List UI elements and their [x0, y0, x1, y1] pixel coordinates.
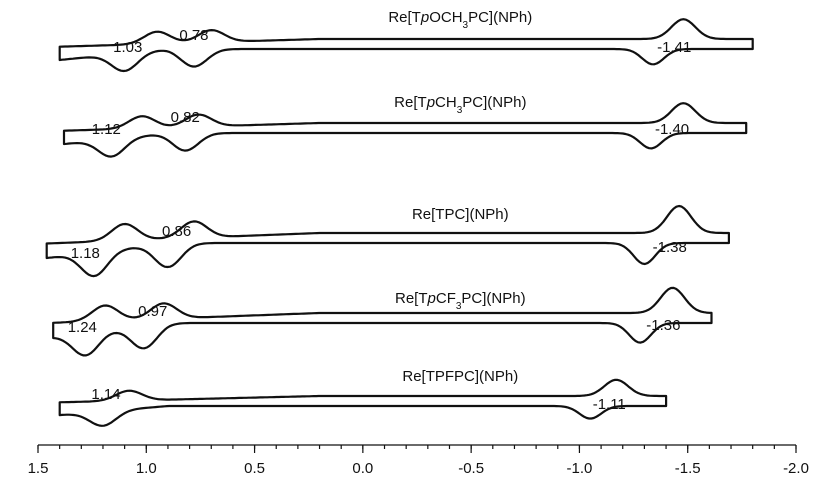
x-tick-label: -2.0: [783, 460, 809, 477]
series-title: Re[TpCF3PC](NPh): [395, 290, 526, 312]
peak-label: 0.78: [179, 27, 208, 44]
series-curve: [52, 286, 713, 357]
peak-label: -1.36: [646, 317, 680, 334]
peak-label: -1.38: [653, 239, 687, 256]
peak-label: 1.14: [91, 386, 120, 403]
x-axis: 1.5 1.0 0.5 0.0 -0.5 -1.0 -1.5 -2.0: [28, 444, 809, 477]
peak-label: 1.24: [68, 319, 97, 336]
peak-label: 0.97: [138, 303, 167, 320]
x-tick-label: 1.5: [28, 460, 49, 477]
series-title: Re[TPFPC](NPh): [402, 368, 518, 385]
x-tick-label: 1.0: [136, 460, 157, 477]
peak-label: -1.11: [593, 396, 626, 413]
series-curve: [58, 18, 754, 73]
series-title: Re[TpOCH3PC](NPh): [388, 9, 532, 31]
curves-group: Re[TpOCH3PC](NPh) 1.03 0.78 -1.41 Re[TpCH3PC…: [45, 9, 754, 427]
series-curve: [45, 204, 730, 278]
x-tick-label: 0.5: [244, 460, 265, 477]
series-3: Re[TpCF3PC](NPh) 1.24 0.97 -1.36: [52, 286, 713, 357]
peak-label: 1.18: [71, 245, 100, 262]
peak-label: -1.40: [655, 121, 689, 138]
peak-label: 1.03: [113, 39, 142, 56]
series-title: Re[TpCH3PC](NPh): [394, 94, 526, 116]
x-tick-label: -1.0: [566, 460, 592, 477]
series-0: Re[TpOCH3PC](NPh) 1.03 0.78 -1.41: [58, 9, 754, 73]
series-title: Re[TPC](NPh): [412, 206, 509, 223]
peak-label: -1.41: [657, 39, 691, 56]
x-tick-label: 0.0: [352, 460, 373, 477]
series-2: Re[TPC](NPh) 1.18 0.86 -1.38: [45, 204, 730, 278]
x-tick-label: -0.5: [458, 460, 484, 477]
series-curve: [62, 102, 748, 158]
peak-label: 1.12: [92, 121, 121, 138]
peak-label: 0.86: [162, 223, 191, 240]
series-curve: [58, 378, 668, 427]
peak-label: 0.82: [171, 109, 200, 126]
x-tick-label: -1.5: [675, 460, 701, 477]
series-1: Re[TpCH3PC](NPh) 1.12 0.82 -1.40: [62, 94, 748, 158]
series-4: Re[TPFPC](NPh) 1.14 -1.11: [58, 368, 668, 427]
